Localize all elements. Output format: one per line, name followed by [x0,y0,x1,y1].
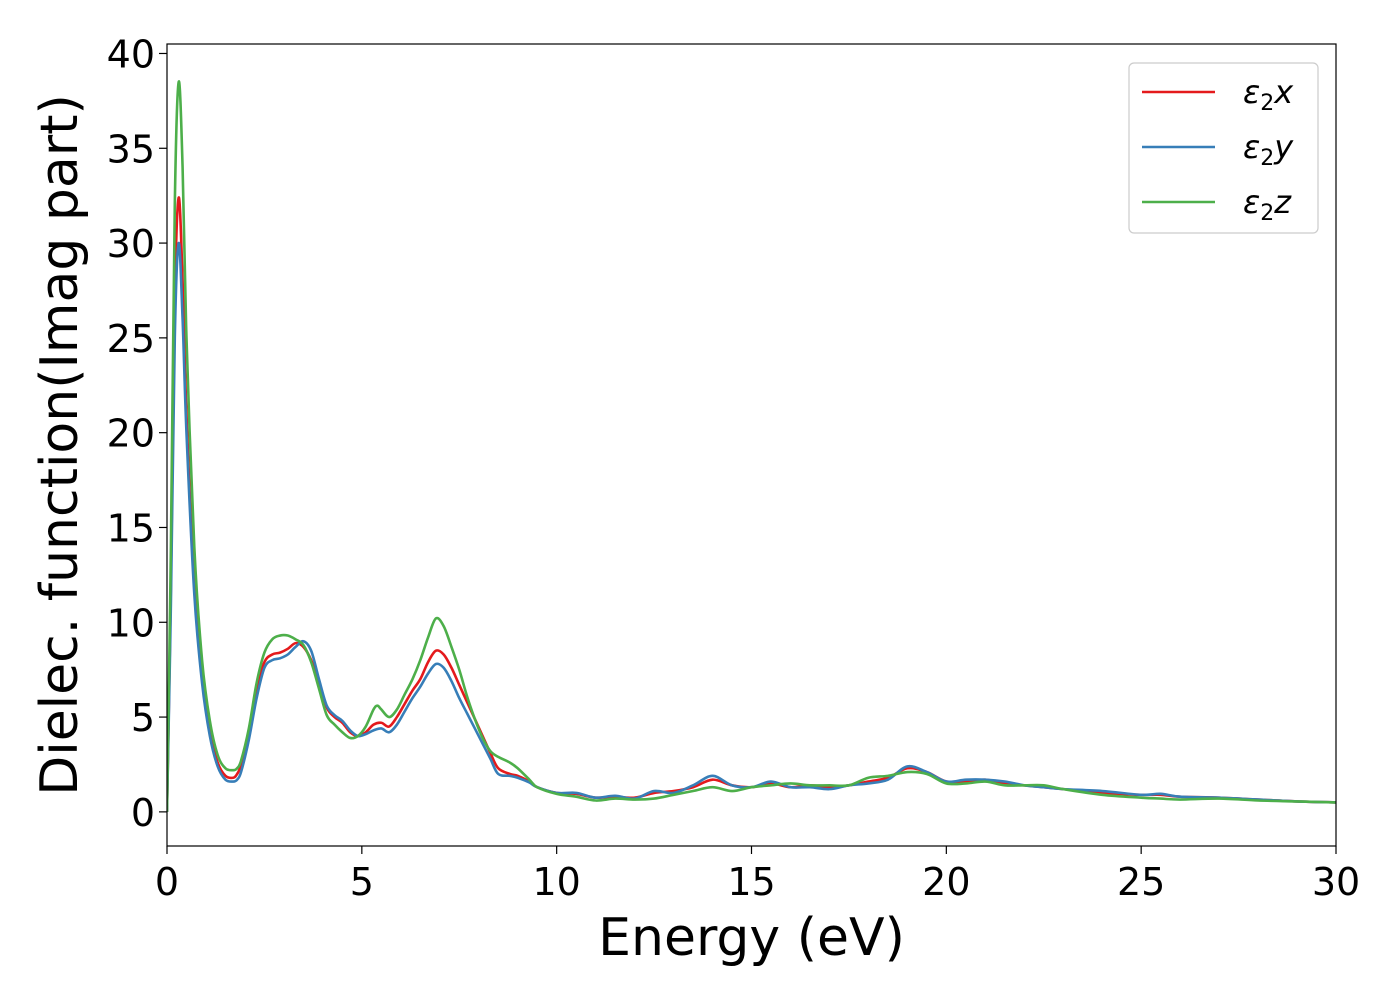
x-axis-label: Energy (eV) [598,908,905,968]
legend-entry-y: ε2y [1243,128,1294,171]
x-tick-label: 5 [350,860,374,904]
x-tick-label: 30 [1312,860,1360,904]
y-tick-label: 10 [107,601,155,645]
x-tick-label: 10 [532,860,580,904]
y-tick-label: 5 [131,696,155,740]
x-tick-label: 0 [155,860,179,904]
series-lines [167,80,1336,812]
legend: ε2x ε2y ε2z [1128,62,1319,234]
axis-ticks: 0 5 10 15 20 25 30 0 5 10 15 20 25 30 35 40 [107,32,1361,904]
y-axis-label: Dielec. function(Imag part) [30,94,90,796]
x-tick-label: 20 [922,860,970,904]
x-tick-label: 25 [1117,860,1165,904]
y-tick-label: 35 [107,127,155,171]
y-tick-label: 20 [107,412,155,456]
series-line-y [167,241,1336,812]
legend-entry-x: ε2x [1243,73,1294,116]
x-tick-label: 15 [727,860,775,904]
y-tick-label: 0 [131,791,155,835]
y-tick-label: 30 [107,222,155,266]
y-tick-label: 15 [107,506,155,550]
y-tick-label: 25 [107,317,155,361]
series-line-z [167,80,1336,812]
legend-entry-z: ε2z [1243,183,1292,226]
legend-box [1128,62,1319,234]
y-tick-label: 40 [107,32,155,76]
